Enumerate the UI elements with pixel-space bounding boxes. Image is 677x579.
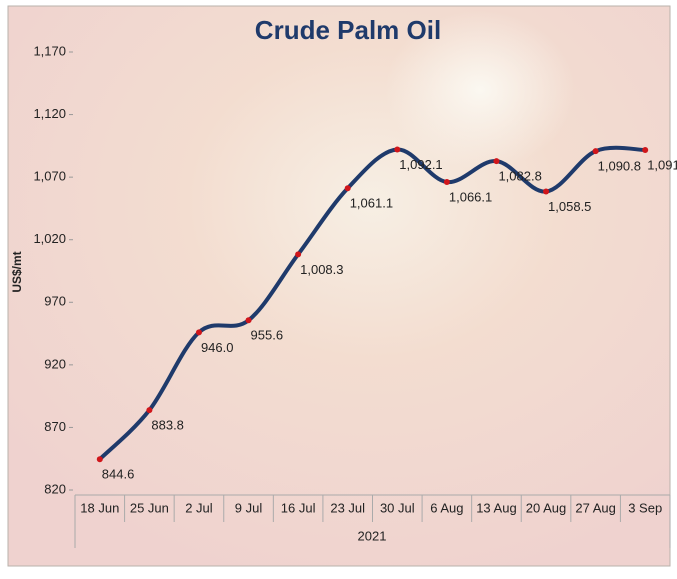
- y-axis-label: US$/mt: [10, 251, 24, 292]
- marker: [493, 158, 500, 165]
- x-tick-label: 2 Jul: [185, 500, 213, 515]
- y-tick-label: 970: [44, 294, 66, 309]
- x-tick-label: 18 Jun: [80, 500, 119, 515]
- marker: [344, 185, 351, 192]
- chart-title: Crude Palm Oil: [255, 15, 441, 45]
- marker: [146, 407, 153, 414]
- data-label: 1,008.3: [300, 262, 343, 277]
- data-label: 946.0: [201, 340, 234, 355]
- y-tick-label: 1,020: [33, 231, 66, 246]
- y-tick-label: 1,120: [33, 106, 66, 121]
- y-tick-label: 1,170: [33, 43, 66, 58]
- marker: [443, 179, 450, 186]
- x-group-label: 2021: [358, 528, 387, 543]
- x-tick-label: 3 Sep: [628, 500, 662, 515]
- marker: [592, 148, 599, 155]
- x-tick-label: 20 Aug: [526, 500, 567, 515]
- data-label: 955.6: [251, 328, 284, 343]
- x-tick-label: 30 Jul: [380, 500, 415, 515]
- y-tick-label: 1,070: [33, 169, 66, 184]
- data-label: 1,092.1: [399, 157, 442, 172]
- data-label: 1,066.1: [449, 189, 492, 204]
- x-tick-label: 16 Jul: [281, 500, 316, 515]
- background-highlight: [385, 10, 575, 170]
- x-tick-label: 27 Aug: [575, 500, 616, 515]
- x-tick-label: 9 Jul: [235, 500, 263, 515]
- marker: [394, 146, 401, 153]
- marker: [195, 329, 202, 336]
- marker: [642, 146, 649, 153]
- x-tick-label: 6 Aug: [430, 500, 463, 515]
- x-tick-label: 23 Jul: [330, 500, 365, 515]
- y-tick-label: 920: [44, 356, 66, 371]
- data-label: 1,061.1: [350, 196, 393, 211]
- x-tick-label: 13 Aug: [476, 500, 517, 515]
- marker: [543, 188, 550, 195]
- y-tick-label: 870: [44, 419, 66, 434]
- data-label: 844.6: [102, 467, 135, 482]
- data-label: 1,058.5: [548, 199, 591, 214]
- x-tick-label: 25 Jun: [130, 500, 169, 515]
- data-label: 883.8: [151, 418, 184, 433]
- data-label: 1,082.8: [498, 169, 541, 184]
- data-label: 1,091.7: [647, 157, 677, 172]
- frame: [7, 5, 671, 567]
- y-tick-label: 820: [44, 481, 66, 496]
- marker: [245, 317, 252, 324]
- marker: [295, 251, 302, 258]
- marker: [96, 456, 103, 463]
- data-label: 1,090.8: [598, 159, 641, 174]
